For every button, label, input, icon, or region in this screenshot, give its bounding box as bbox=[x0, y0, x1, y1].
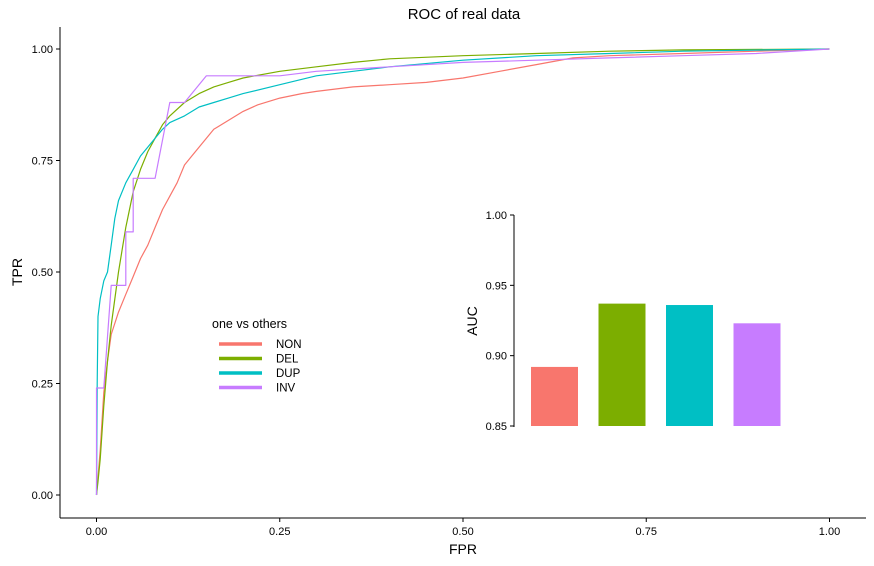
legend-title: one vs others bbox=[212, 317, 287, 331]
legend-label-non: NON bbox=[276, 339, 302, 351]
inset-y-tick-label: 1.00 bbox=[486, 210, 507, 222]
inset-y-ticks: 0.85 0.90 0.95 1.00 bbox=[486, 210, 514, 433]
inset-y-tick-label: 0.85 bbox=[486, 421, 507, 433]
roc-line-del bbox=[95, 48, 830, 496]
legend-label-inv: INV bbox=[276, 383, 296, 395]
roc-line-inv bbox=[95, 48, 830, 495]
main-y-ticks: 0.00 0.25 0.50 0.75 1.00 bbox=[32, 44, 60, 502]
main-x-ticks: 0.00 0.25 0.50 0.75 1.00 bbox=[86, 518, 840, 538]
inset-y-tick-label: 0.90 bbox=[486, 351, 507, 363]
main-y-axis-title: TPR bbox=[9, 258, 25, 286]
legend-items: NON DEL DUP INV bbox=[219, 339, 302, 395]
legend-label-del: DEL bbox=[276, 354, 299, 366]
auc-bar-del bbox=[598, 303, 646, 426]
y-tick-label: 0.25 bbox=[32, 379, 53, 391]
legend: one vs others NON DEL DUP INV bbox=[212, 317, 302, 395]
y-tick-label: 0.00 bbox=[32, 490, 53, 502]
auc-bar-non bbox=[531, 366, 578, 426]
legend-label-dup: DUP bbox=[276, 368, 301, 380]
roc-series-lines bbox=[95, 48, 830, 496]
x-tick-label: 1.00 bbox=[819, 526, 840, 538]
inset-auc-bar-chart: 0.85 0.90 0.95 1.00 AUC bbox=[464, 210, 781, 433]
inset-y-axis-title: AUC bbox=[464, 306, 480, 336]
auc-bar-inv bbox=[733, 323, 781, 426]
x-tick-label: 0.00 bbox=[86, 526, 107, 538]
y-tick-label: 0.75 bbox=[32, 156, 53, 168]
x-tick-label: 0.75 bbox=[636, 526, 657, 538]
inset-y-tick-label: 0.95 bbox=[486, 280, 507, 292]
chart-title: ROC of real data bbox=[408, 6, 521, 23]
main-x-axis-title: FPR bbox=[449, 541, 477, 557]
inset-bars bbox=[531, 303, 781, 426]
auc-bar-dup bbox=[666, 305, 713, 426]
roc-line-non bbox=[95, 48, 830, 496]
y-tick-label: 0.50 bbox=[32, 267, 53, 279]
x-tick-label: 0.50 bbox=[452, 526, 473, 538]
y-tick-label: 1.00 bbox=[32, 44, 53, 56]
x-tick-label: 0.25 bbox=[269, 526, 290, 538]
